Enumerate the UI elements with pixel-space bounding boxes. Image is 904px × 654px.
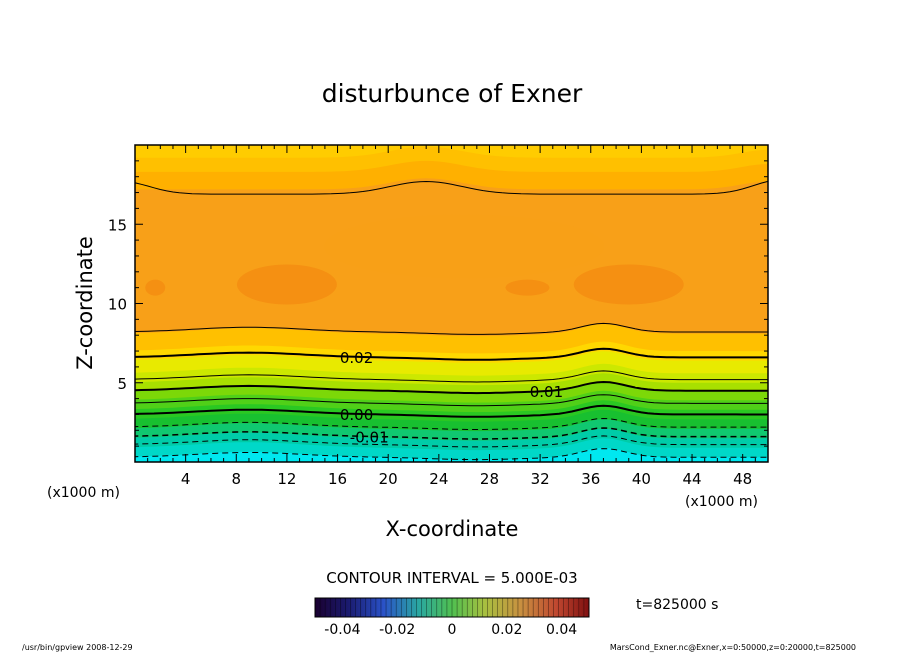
footer-right: MarsCond_Exner.nc@Exner,x=0:50000,z=0:20…: [610, 643, 856, 652]
y-tick-label: 5: [117, 375, 127, 393]
plot-area: 0.02 0.01 0.00 -0.01: [135, 145, 768, 462]
contour-line: [135, 435, 768, 448]
contour-line: [135, 347, 768, 361]
contour-lines: [135, 180, 768, 461]
contour-line: [135, 404, 768, 418]
x-tick-label: 32: [531, 470, 550, 488]
y-tick-label: 15: [108, 216, 127, 234]
chart-title: disturbunce of Exner: [322, 79, 583, 108]
colorbar-ticks: -0.04 -0.02 0 0.02 0.04: [324, 622, 577, 638]
y-tick-label: 10: [108, 296, 127, 314]
contour-line: [135, 380, 768, 395]
contour-line: [135, 370, 768, 383]
x-tick-label: 16: [328, 470, 347, 488]
footer-left: /usr/bin/gpview 2008-12-29: [22, 643, 133, 652]
contour-line: [135, 427, 768, 440]
contour-line: [135, 322, 768, 335]
contour-line: [135, 180, 768, 195]
y-axis-label: Z-coordinate: [73, 236, 97, 370]
x-tick-label: 24: [429, 470, 448, 488]
colorbar-tick-label: 0.02: [491, 622, 522, 638]
colorbar-tick-label: 0.04: [546, 622, 577, 638]
contour-line: [135, 448, 768, 461]
x-tick-label: 4: [181, 470, 191, 488]
x-tick-label: 20: [379, 470, 398, 488]
extremum-region: [505, 279, 550, 296]
x-tick-label: 8: [232, 470, 242, 488]
contour-interval-text: CONTOUR INTERVAL = 5.000E-03: [326, 569, 577, 587]
contour-label: 0.01: [530, 383, 563, 401]
local-extrema-regions: [145, 214, 684, 305]
contour-label: 0.00: [340, 406, 373, 424]
extremum-region: [236, 264, 337, 305]
colorbar: -0.04 -0.02 0 0.02 0.04: [314, 597, 590, 638]
x-unit-label-right: (x1000 m): [685, 494, 758, 510]
x-axis-label: X-coordinate: [386, 517, 519, 541]
x-unit-label-left: (x1000 m): [47, 485, 120, 501]
x-tick-label: 40: [632, 470, 651, 488]
x-tick-label: 28: [480, 470, 499, 488]
colorbar-tick-label: -0.04: [324, 622, 360, 638]
time-label: t=825000 s: [636, 597, 718, 613]
x-axis-ticks: 4 8 12 16 20 24 28 32 36 40 44 48: [134, 145, 769, 488]
contour-line: [135, 394, 768, 407]
contour-band: [135, 447, 768, 462]
x-tick-label: 12: [277, 470, 296, 488]
extremum-region: [324, 214, 605, 279]
x-tick-label: 44: [682, 470, 701, 488]
colorbar-stripes: [319, 598, 585, 617]
y-axis-ticks: 5 10 15: [108, 144, 768, 463]
contour-label: -0.01: [350, 428, 389, 446]
contour-labels: 0.02 0.01 0.00 -0.01: [340, 349, 563, 447]
x-tick-label: 48: [733, 470, 752, 488]
contour-label: 0.02: [340, 349, 373, 367]
contour-line: [135, 417, 768, 430]
colorbar-tick-label: 0: [448, 622, 457, 638]
extremum-region: [145, 279, 166, 296]
colorbar-tick-label: -0.02: [379, 622, 415, 638]
extremum-region: [573, 264, 684, 305]
x-tick-label: 36: [581, 470, 600, 488]
